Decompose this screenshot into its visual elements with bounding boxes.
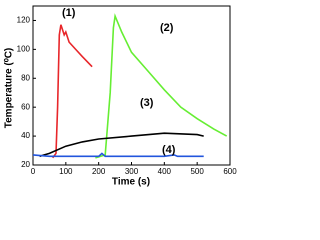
x-tick-label: 400 [158, 167, 172, 176]
series-line [52, 24, 93, 159]
series-line [95, 13, 228, 159]
series-label: (3) [140, 97, 154, 109]
series-label: (4) [162, 144, 176, 156]
x-tick-label: 600 [223, 167, 237, 176]
y-tick-label: 80 [21, 73, 30, 82]
series-line [39, 132, 204, 158]
series-label: (2) [160, 22, 174, 34]
x-axis-title: Time (s) [112, 177, 150, 188]
y-tick-label: 60 [21, 102, 30, 111]
series-line [32, 152, 204, 158]
x-tick-label: 100 [59, 167, 73, 176]
series-label: (1) [62, 7, 76, 19]
y-tick-label: 100 [17, 44, 31, 53]
y-tick-label: 40 [21, 131, 30, 140]
y-tick-label: 120 [17, 16, 31, 25]
y-axis-title: Temperature (⁰C) [4, 48, 15, 129]
x-tick-label: 200 [92, 167, 106, 176]
chart: Time (s) Temperature (⁰C) 0 100 200 300 400 5… [4, 5, 237, 188]
y-tick-label: 20 [21, 160, 30, 169]
x-tick-label: 0 [31, 167, 36, 176]
x-tick-label: 300 [125, 167, 139, 176]
x-tick-label: 500 [190, 167, 204, 176]
